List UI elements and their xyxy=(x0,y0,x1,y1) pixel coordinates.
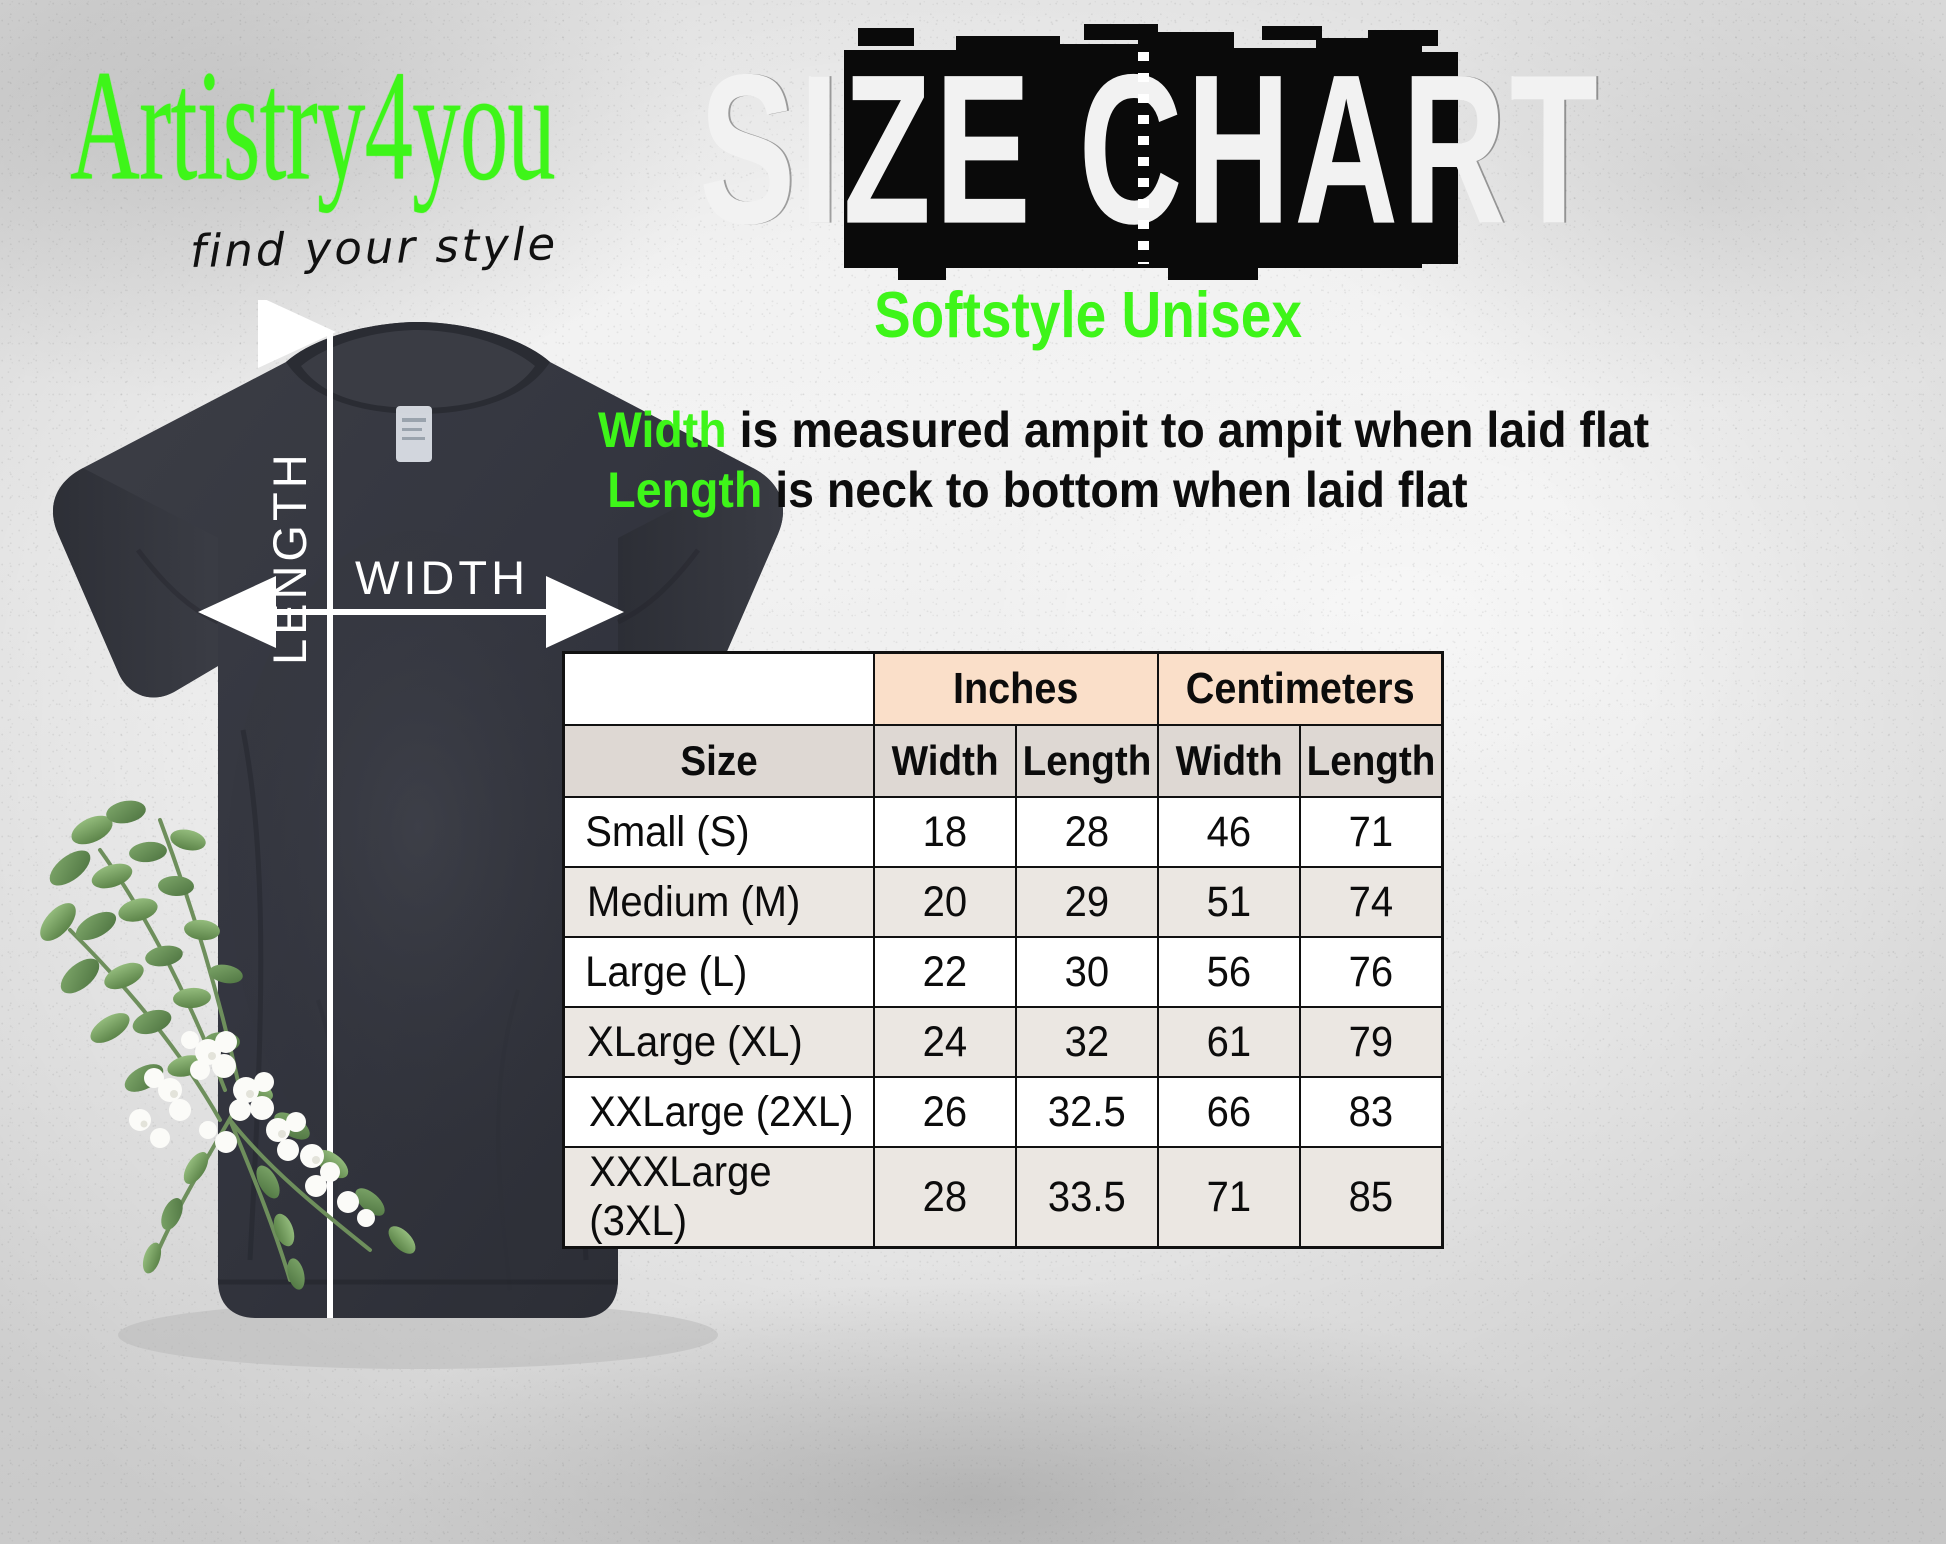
cell-in-length: 32.5 xyxy=(1015,1076,1159,1148)
grunge-slab xyxy=(956,36,1060,268)
size-chart-title-block: SIZE CHART xyxy=(699,22,1598,280)
cell-in-width: 18 xyxy=(873,796,1017,868)
grunge-fragment xyxy=(1262,26,1322,40)
size-chart-subtitle: Softstyle Unisex xyxy=(874,278,1302,352)
cell-size: Small (S) xyxy=(563,796,875,868)
cell-in-length: 32 xyxy=(1015,1006,1159,1078)
cell-size: Large (L) xyxy=(563,936,875,1008)
grunge-slab xyxy=(1398,52,1458,264)
dotted-divider-icon xyxy=(1138,52,1149,264)
inches-group-header: Inches xyxy=(873,652,1159,726)
cell-cm-length: 79 xyxy=(1299,1006,1443,1078)
length-label: LENGTH xyxy=(263,450,316,665)
column-header-cm-length: Length xyxy=(1299,724,1443,798)
description-line-length: Length is neck to bottom when laid flat xyxy=(598,460,1835,520)
cell-in-length: 33.5 xyxy=(1015,1146,1159,1248)
cell-in-width: 28 xyxy=(873,1146,1017,1248)
cell-cm-length: 83 xyxy=(1299,1076,1443,1148)
width-label: WIDTH xyxy=(355,551,530,604)
table-unit-header-row: Inches Centimeters xyxy=(563,652,1443,726)
cell-cm-width: 61 xyxy=(1157,1006,1301,1078)
table-row: Small (S) 18 28 46 71 xyxy=(563,796,1443,868)
cell-cm-width: 71 xyxy=(1157,1146,1301,1248)
cell-in-length: 30 xyxy=(1015,936,1159,1008)
centimeters-label: Centimeters xyxy=(1185,664,1415,713)
grunge-fragment xyxy=(898,264,946,280)
table-row: XXXLarge (3XL) 28 33.5 71 85 xyxy=(563,1146,1443,1248)
column-header-size: Size xyxy=(563,724,875,798)
grunge-slab xyxy=(844,50,970,268)
cell-size: Medium (M) xyxy=(563,866,875,938)
brand-logo: Artistry4you find your style xyxy=(70,37,790,278)
foliage-decoration xyxy=(40,800,416,1290)
brand-name: Artistry4you xyxy=(70,37,556,214)
length-keyword: Length xyxy=(607,462,763,518)
column-header-inches-length: Length xyxy=(1015,724,1159,798)
table-row: Medium (M) 20 29 51 74 xyxy=(563,866,1443,938)
cell-cm-width: 56 xyxy=(1157,936,1301,1008)
cell-in-width: 22 xyxy=(873,936,1017,1008)
cell-cm-length: 71 xyxy=(1299,796,1443,868)
grunge-fragment xyxy=(858,28,914,46)
cell-in-width: 20 xyxy=(873,866,1017,938)
blank-header-cell xyxy=(563,652,875,726)
cell-size: XXXLarge (3XL) xyxy=(563,1146,875,1248)
grunge-fragment xyxy=(1368,30,1438,46)
cell-in-width: 24 xyxy=(873,1006,1017,1078)
column-header-inches-width: Width xyxy=(873,724,1017,798)
cell-cm-length: 74 xyxy=(1299,866,1443,938)
centimeters-group-header: Centimeters xyxy=(1157,652,1443,726)
cell-in-length: 28 xyxy=(1015,796,1159,868)
cell-in-width: 26 xyxy=(873,1076,1017,1148)
grunge-fragment xyxy=(1084,24,1158,40)
column-header-cm-width: Width xyxy=(1157,724,1301,798)
size-table-container: Inches Centimeters Size Width Length xyxy=(563,652,1443,1248)
size-table: Inches Centimeters Size Width Length xyxy=(563,652,1443,1248)
cell-size: XLarge (XL) xyxy=(563,1006,875,1078)
description-line-width: Width is measured ampit to ampit when la… xyxy=(598,400,1835,460)
table-row: XXLarge (2XL) 26 32.5 66 83 xyxy=(563,1076,1443,1148)
cell-cm-width: 51 xyxy=(1157,866,1301,938)
width-keyword: Width xyxy=(598,402,727,458)
table-row: Large (L) 22 30 56 76 xyxy=(563,936,1443,1008)
grunge-fragment xyxy=(1168,266,1258,280)
length-description-text: is neck to bottom when laid flat xyxy=(775,462,1468,518)
table-row: XLarge (XL) 24 32 61 79 xyxy=(563,1006,1443,1078)
cell-in-length: 29 xyxy=(1015,866,1159,938)
width-description-text: is measured ampit to ampit when laid fla… xyxy=(739,402,1650,458)
cell-cm-width: 66 xyxy=(1157,1076,1301,1148)
cell-cm-length: 85 xyxy=(1299,1146,1443,1248)
measurement-description: Width is measured ampit to ampit when la… xyxy=(598,400,1928,520)
table-column-header-row: Size Width Length Width Length xyxy=(563,724,1443,798)
cell-size: XXLarge (2XL) xyxy=(563,1076,875,1148)
inches-label: Inches xyxy=(953,664,1079,713)
cell-cm-width: 46 xyxy=(1157,796,1301,868)
cell-cm-length: 76 xyxy=(1299,936,1443,1008)
